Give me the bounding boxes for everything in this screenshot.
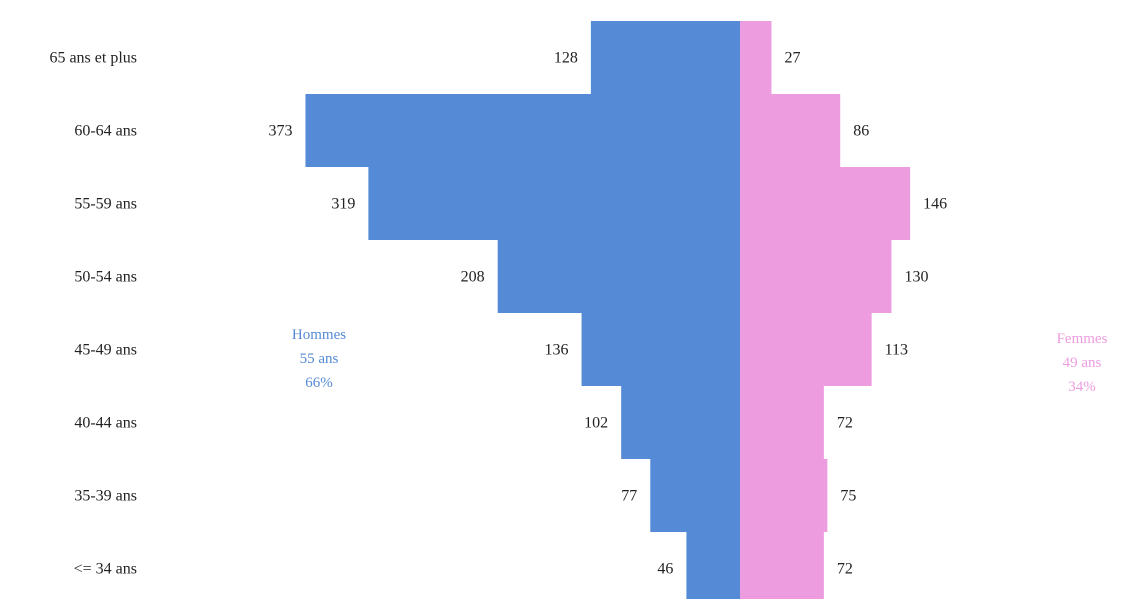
- category-label: <= 34 ans: [74, 561, 137, 578]
- women-value-label: 86: [853, 123, 869, 140]
- women-legend-age: 49 ans: [1063, 355, 1102, 371]
- women-bar: [740, 459, 828, 532]
- men-bar: [305, 94, 740, 167]
- men-bar: [581, 313, 740, 386]
- women-bar: [740, 94, 841, 167]
- labels-layer: 65 ans et plus 128 27 60-64 ans 373 86 55-59 a…: [49, 50, 947, 578]
- men-bar: [621, 386, 740, 459]
- men-value-label: 136: [545, 342, 569, 359]
- category-label: 50-54 ans: [74, 269, 137, 286]
- women-bar: [740, 167, 911, 240]
- men-bar: [686, 532, 740, 599]
- men-bar: [368, 167, 740, 240]
- men-bar: [590, 21, 740, 94]
- category-label: 40-44 ans: [74, 415, 137, 432]
- category-label: 45-49 ans: [74, 342, 137, 359]
- women-bar: [740, 313, 872, 386]
- men-bar: [497, 240, 740, 313]
- women-value-label: 72: [837, 561, 853, 578]
- men-value-label: 208: [461, 269, 485, 286]
- women-value-label: 146: [923, 196, 947, 213]
- category-label: 65 ans et plus: [49, 50, 137, 67]
- women-value-label: 72: [837, 415, 853, 432]
- bars-layer: [305, 21, 911, 599]
- men-legend-age: 55 ans: [300, 351, 339, 367]
- women-value-label: 75: [840, 488, 856, 505]
- men-legend: Hommes 55 ans 66%: [292, 327, 346, 391]
- men-value-label: 102: [584, 415, 608, 432]
- women-legend-name: Femmes: [1057, 331, 1108, 347]
- men-value-label: 128: [554, 50, 578, 67]
- men-bar: [650, 459, 740, 532]
- women-legend-pct: 34%: [1068, 379, 1096, 395]
- women-bar: [740, 240, 892, 313]
- men-value-label: 77: [621, 488, 637, 505]
- women-value-label: 130: [904, 269, 928, 286]
- women-bar: [740, 532, 824, 599]
- women-bar: [740, 21, 772, 94]
- women-legend: Femmes 49 ans 34%: [1057, 331, 1108, 395]
- men-value-label: 46: [657, 561, 673, 578]
- men-legend-pct: 66%: [305, 375, 333, 391]
- category-label: 60-64 ans: [74, 123, 137, 140]
- category-label: 55-59 ans: [74, 196, 137, 213]
- men-legend-name: Hommes: [292, 327, 346, 343]
- women-value-label: 113: [885, 342, 908, 359]
- category-label: 35-39 ans: [74, 488, 137, 505]
- men-value-label: 373: [268, 123, 292, 140]
- women-bar: [740, 386, 824, 459]
- men-value-label: 319: [331, 196, 355, 213]
- women-value-label: 27: [784, 50, 800, 67]
